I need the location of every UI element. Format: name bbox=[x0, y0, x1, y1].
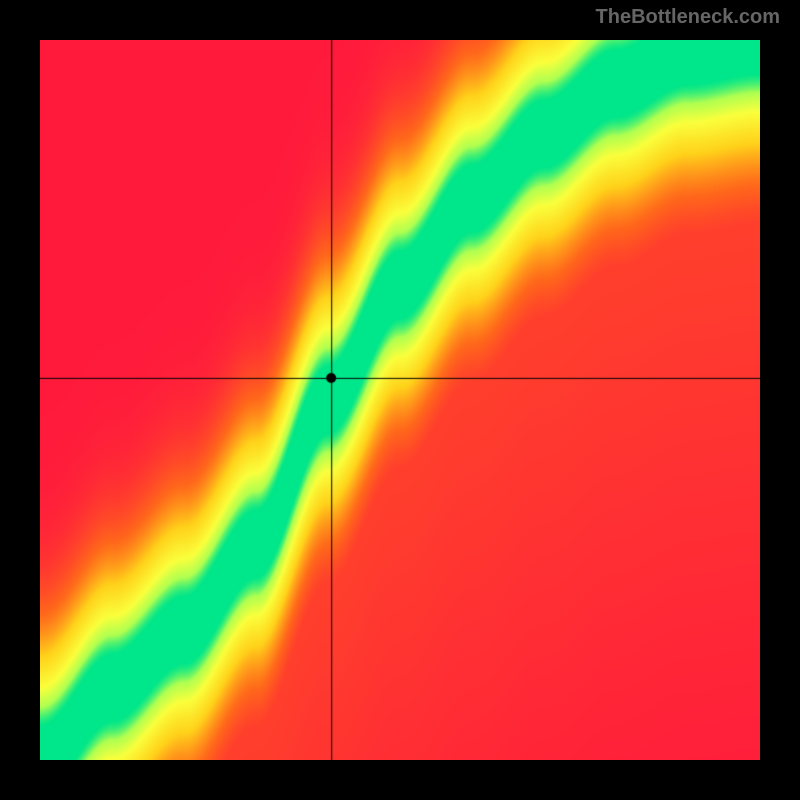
heatmap-canvas bbox=[40, 40, 760, 760]
chart-container: TheBottleneck.com bbox=[0, 0, 800, 800]
watermark-text: TheBottleneck.com bbox=[596, 6, 780, 29]
heatmap-plot bbox=[40, 40, 760, 760]
